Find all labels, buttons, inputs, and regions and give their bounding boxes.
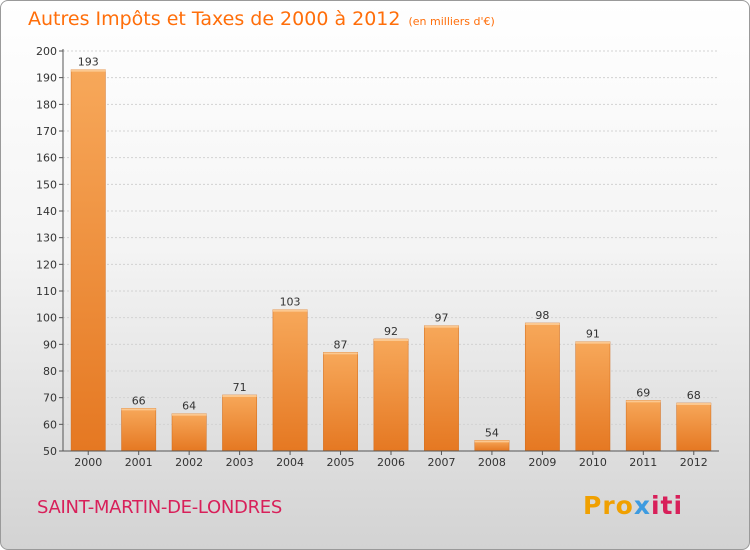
y-tick-label: 110 xyxy=(36,285,57,298)
proxiti-logo: Proxiti xyxy=(583,491,683,520)
bar xyxy=(70,69,106,452)
x-tick-label: 2007 xyxy=(427,456,455,469)
bar xyxy=(676,402,712,452)
chart-subtitle: (en milliers d'€) xyxy=(408,15,495,28)
bar xyxy=(272,309,308,452)
bar-highlight xyxy=(272,309,308,312)
x-tick-label: 2000 xyxy=(74,456,102,469)
x-tick-label: 2005 xyxy=(327,456,355,469)
x-tick-label: 2009 xyxy=(528,456,556,469)
x-tick-label: 2008 xyxy=(478,456,506,469)
y-tick-label: 80 xyxy=(43,365,57,378)
bar xyxy=(575,341,611,452)
x-tick-label: 2003 xyxy=(226,456,254,469)
data-label: 87 xyxy=(334,338,348,351)
x-tick-label: 2004 xyxy=(276,456,304,469)
y-tick-label: 140 xyxy=(36,205,57,218)
y-tick-label: 150 xyxy=(36,178,57,191)
y-tick-label: 70 xyxy=(43,392,57,405)
bar-highlight xyxy=(323,352,358,355)
data-label: 69 xyxy=(636,386,650,399)
chart-title: Autres Impôts et Taxes de 2000 à 2012 (en… xyxy=(28,8,495,30)
logo-part-2: x xyxy=(633,491,651,520)
bar xyxy=(625,400,661,452)
x-tick-label: 2001 xyxy=(125,456,153,469)
data-label: 91 xyxy=(586,328,600,341)
chart-title-text: Autres Impôts et Taxes de 2000 à 2012 xyxy=(28,8,401,30)
bar-highlight xyxy=(676,403,711,405)
x-tick-label: 2010 xyxy=(579,456,607,469)
bar-highlight xyxy=(474,440,510,443)
data-label: 103 xyxy=(280,296,301,309)
y-tick-label: 90 xyxy=(43,338,57,351)
logo-part-3: iti xyxy=(650,491,684,520)
bar-highlight xyxy=(121,408,156,411)
data-label: 64 xyxy=(182,400,196,413)
bar-highlight xyxy=(626,400,661,403)
bar xyxy=(222,394,258,452)
y-tick-label: 180 xyxy=(36,98,57,111)
bar xyxy=(373,338,409,452)
y-tick-label: 50 xyxy=(43,445,57,458)
bar xyxy=(323,352,358,452)
bar xyxy=(424,325,459,452)
data-label: 66 xyxy=(132,394,146,407)
data-label: 97 xyxy=(434,312,448,325)
bar-highlight xyxy=(373,339,409,341)
bar-highlight xyxy=(222,395,257,397)
bar xyxy=(171,413,207,452)
bar-highlight xyxy=(71,69,106,72)
data-label: 193 xyxy=(78,56,99,69)
y-tick-label: 170 xyxy=(36,125,57,138)
data-label: 68 xyxy=(687,389,701,402)
data-label: 71 xyxy=(233,381,247,394)
data-label: 54 xyxy=(485,426,499,439)
x-tick-label: 2012 xyxy=(680,456,708,469)
bar-highlight xyxy=(424,325,459,328)
y-tick-label: 120 xyxy=(36,258,57,271)
data-label: 98 xyxy=(535,309,549,322)
bar-highlight xyxy=(525,323,560,325)
bar-highlight xyxy=(575,341,611,344)
y-tick-label: 200 xyxy=(36,45,57,58)
x-tick-label: 2006 xyxy=(377,456,405,469)
commune-name: SAINT-MARTIN-DE-LONDRES xyxy=(37,497,283,518)
y-tick-label: 100 xyxy=(36,312,57,325)
y-tick-label: 60 xyxy=(43,418,57,431)
data-label: 92 xyxy=(384,325,398,338)
bar-highlight xyxy=(171,413,207,416)
bar xyxy=(121,408,157,452)
y-tick-label: 190 xyxy=(36,72,57,85)
x-tick-label: 2011 xyxy=(629,456,657,469)
y-tick-label: 160 xyxy=(36,152,57,165)
logo-part-1: Pro xyxy=(583,491,634,520)
y-tick-label: 130 xyxy=(36,232,57,245)
bar xyxy=(524,322,560,452)
x-tick-label: 2002 xyxy=(175,456,203,469)
